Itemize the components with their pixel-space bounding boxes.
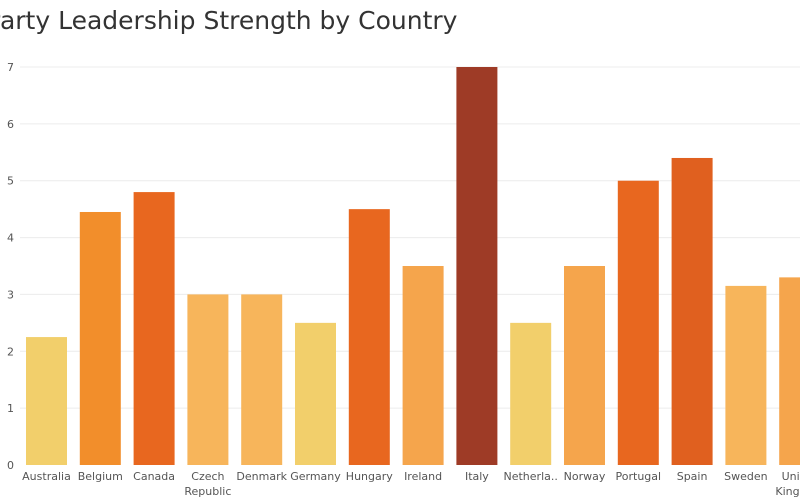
chart-title: Party Leadership Strength by Country <box>0 6 458 35</box>
x-tick-label: Portugal <box>616 470 662 483</box>
bar-denmark <box>241 294 283 465</box>
x-tick-label: Norway <box>564 470 606 483</box>
bar-czech-republic <box>187 294 229 465</box>
x-tick-label: Netherla.. <box>504 470 558 483</box>
x-tick-label: Spain <box>677 470 708 483</box>
x-tick-label: Belgium <box>78 470 123 483</box>
x-tick-label: Czech <box>191 470 224 483</box>
bar-germany <box>295 322 336 465</box>
y-tick-label: 0 <box>7 459 14 472</box>
bar-netherla- <box>510 322 552 465</box>
x-tick-label: Ireland <box>404 470 442 483</box>
x-tick-label: Sweden <box>724 470 767 483</box>
x-tick-label: Italy <box>465 470 489 483</box>
y-tick-label: 5 <box>7 175 14 188</box>
bar-united-kingdom <box>779 277 800 465</box>
bar-spain <box>671 157 713 465</box>
y-tick-label: 2 <box>7 345 14 358</box>
x-tick-label: United <box>782 470 800 483</box>
x-tick-label: Republic <box>184 485 231 498</box>
bar-sweden <box>725 285 767 465</box>
bar-portugal <box>617 180 659 465</box>
bar-canada <box>133 192 175 466</box>
bar-ireland <box>402 266 444 465</box>
x-tick-label: Hungary <box>346 470 393 483</box>
y-tick-label: 4 <box>7 232 14 245</box>
bar-norway <box>564 266 605 465</box>
y-tick-label: 1 <box>7 402 14 415</box>
x-tick-label: Germany <box>290 470 341 483</box>
y-tick-label: 7 <box>7 61 14 74</box>
bar-australia <box>26 337 67 465</box>
bar-italy <box>456 67 498 465</box>
x-tick-label: Denmark <box>236 470 287 483</box>
bar-belgium <box>79 211 121 465</box>
x-tick-label: Canada <box>133 470 175 483</box>
y-tick-label: 6 <box>7 118 14 131</box>
y-tick-label: 3 <box>7 288 14 301</box>
bar-hungary <box>348 209 390 465</box>
x-tick-label: Australia <box>22 470 71 483</box>
x-tick-label: Kingdom <box>775 485 800 498</box>
